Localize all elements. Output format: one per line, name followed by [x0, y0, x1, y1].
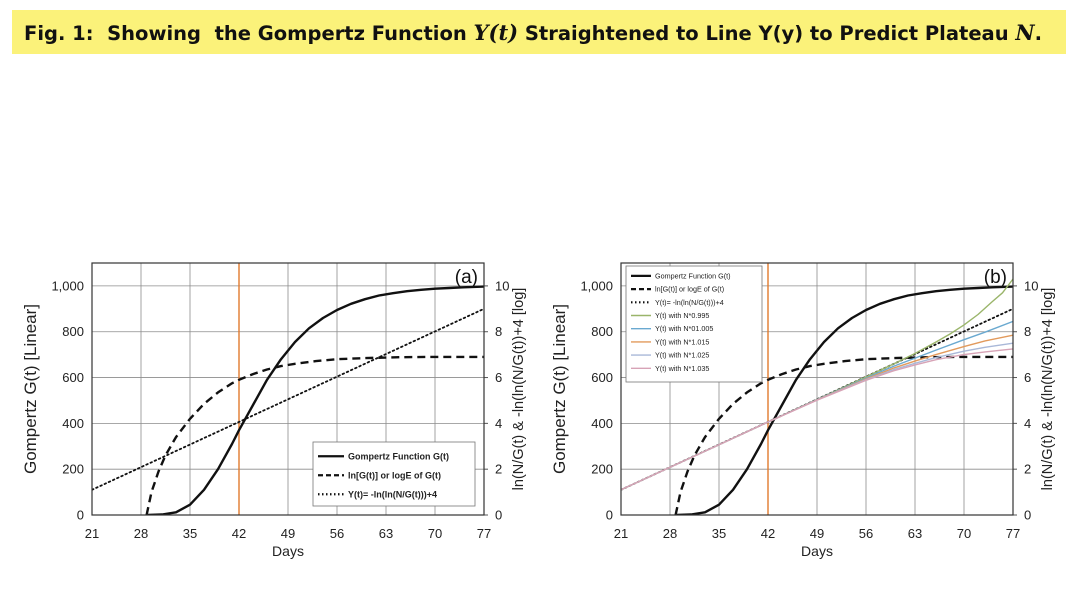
x-tick-label: 49	[281, 526, 295, 541]
x-tick-label: 70	[957, 526, 971, 541]
panel-label: (a)	[455, 267, 478, 288]
y-tick-label: 0	[606, 508, 613, 523]
y-axis-title: Gompertz G(t) [Linear]	[21, 304, 40, 474]
legend-label: Gompertz Function G(t)	[655, 271, 731, 280]
plot-frame	[620, 262, 1014, 516]
x-tick-label: 28	[663, 526, 677, 541]
y2-tick-label: 4	[1024, 416, 1031, 431]
y-axis-title: Gompertz G(t) [Linear]	[550, 304, 569, 474]
series-line	[674, 355, 1013, 515]
caption-math-n: N	[1015, 19, 1035, 45]
y2-tick-label: 0	[495, 508, 502, 523]
x-tick-label: 42	[761, 526, 775, 541]
x-tick-label: 28	[134, 526, 148, 541]
y-tick-label: 800	[62, 324, 84, 339]
series-line	[145, 355, 484, 515]
x-tick-label: 63	[908, 526, 922, 541]
x-tick-label: 70	[428, 526, 442, 541]
legend-label: ln[G(t)] or logE of G(t)	[348, 470, 441, 480]
caption-text-3: .	[1034, 21, 1042, 45]
legend-box	[625, 265, 763, 383]
chart-panel-b: 21 28 35 42 49 56 63 70 77 0 200 400 600 800 1,000 0 2 4 6…	[550, 262, 1056, 559]
series-line	[676, 285, 1013, 515]
y-tick-label: 1,000	[580, 278, 613, 293]
x-tick-label: 77	[477, 526, 491, 541]
x-axis-title: Days	[801, 543, 833, 559]
y2-tick-label: 6	[1024, 370, 1031, 385]
y-tick-label: 400	[62, 416, 84, 431]
y-tick-label: 600	[591, 370, 613, 385]
y2-tick-label: 2	[495, 462, 502, 477]
legend-label: Gompertz Function G(t)	[348, 451, 449, 461]
y2-tick-label: 0	[1024, 508, 1031, 523]
chart-panel-a: 21 28 35 42 49 56 63 70 77 0 200 400 600 800 1,000 0 2 4 6…	[21, 262, 527, 559]
y-tick-label: 200	[62, 462, 84, 477]
legend-label: Y(t) with N*1.035	[655, 364, 709, 373]
legend-box	[312, 441, 476, 507]
caption-math-yt: Y(t)	[473, 19, 519, 45]
y-tick-label: 400	[591, 416, 613, 431]
y2-axis-title: ln(N/G(t) & -ln(ln(N/G(t))+4 [log]	[511, 288, 527, 491]
x-axis-title: Days	[272, 543, 304, 559]
y2-tick-label: 10	[1024, 278, 1038, 293]
legend-label: Y(t) with N*01.005	[655, 324, 713, 333]
y-tick-label: 200	[591, 462, 613, 477]
y-tick-label: 800	[591, 324, 613, 339]
x-tick-label: 35	[712, 526, 726, 541]
caption-fig: Fig. 1	[24, 21, 86, 45]
y2-tick-label: 8	[495, 324, 502, 339]
x-tick-label: 21	[85, 526, 99, 541]
y-tick-label: 600	[62, 370, 84, 385]
y2-axis-title: ln(N/G(t) & -ln(ln(N/G(t))+4 [log]	[1040, 288, 1056, 491]
plot-frame	[91, 262, 485, 516]
caption-banner: Fig. 1: Showing the Gompertz Function Y(…	[12, 10, 1066, 54]
x-tick-label: 35	[183, 526, 197, 541]
legend-label: Y(t)= -ln(ln(N/G(t)))+4	[655, 298, 724, 307]
series-line	[621, 348, 1013, 491]
legend-label: Y(t) with N*1.015	[655, 337, 709, 346]
y2-tick-label: 6	[495, 370, 502, 385]
x-tick-label: 77	[1006, 526, 1020, 541]
y2-tick-label: 10	[495, 278, 509, 293]
x-tick-label: 21	[614, 526, 628, 541]
y-tick-label: 0	[77, 508, 84, 523]
panel-label: (b)	[984, 267, 1007, 288]
x-tick-label: 63	[379, 526, 393, 541]
series-line	[92, 307, 484, 491]
legend-label: Y(t) with N*0.995	[655, 311, 709, 320]
legend-label: ln[G(t)] or logE of G(t)	[655, 285, 724, 294]
figure-caption: Fig. 1: Showing the Gompertz Function Y(…	[24, 20, 1042, 45]
caption-text-2: Straightened to Line Y(y) to Predict Pla…	[518, 21, 1016, 45]
x-tick-label: 56	[859, 526, 873, 541]
y2-tick-label: 2	[1024, 462, 1031, 477]
caption-colon: :	[85, 21, 94, 45]
x-tick-label: 42	[232, 526, 246, 541]
x-tick-label: 56	[330, 526, 344, 541]
y2-tick-label: 4	[495, 416, 502, 431]
x-tick-label: 49	[810, 526, 824, 541]
y2-tick-label: 8	[1024, 324, 1031, 339]
y-tick-label: 1,000	[51, 278, 84, 293]
caption-text-1: Showing the Gompertz Function	[93, 21, 474, 45]
legend-label: Y(t) with N*1.025	[655, 351, 709, 360]
series-line	[147, 285, 484, 515]
legend-label: Y(t)= -ln(ln(N/G(t)))+4	[348, 489, 437, 499]
